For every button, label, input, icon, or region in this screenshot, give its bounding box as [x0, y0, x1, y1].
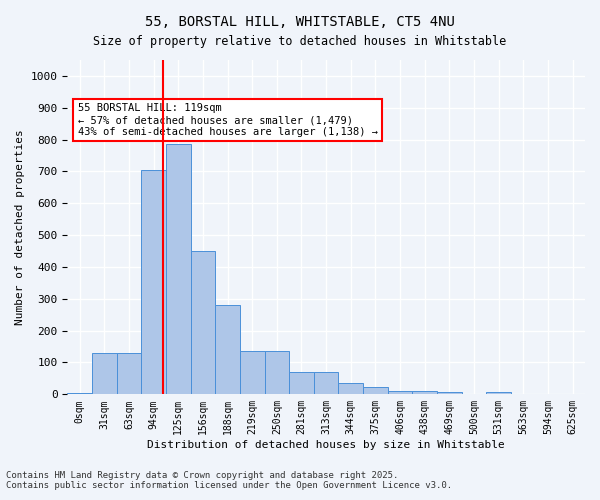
Bar: [141, 170, 166, 394]
Bar: [67, 392, 92, 394]
Bar: [437, 392, 462, 394]
Y-axis label: Number of detached properties: Number of detached properties: [15, 130, 25, 325]
Bar: [116, 353, 141, 395]
Bar: [191, 251, 215, 394]
Bar: [240, 352, 265, 395]
Bar: [487, 392, 511, 394]
X-axis label: Distribution of detached houses by size in Whitstable: Distribution of detached houses by size …: [147, 440, 505, 450]
Bar: [412, 390, 437, 394]
Bar: [92, 353, 116, 395]
Text: 55, BORSTAL HILL, WHITSTABLE, CT5 4NU: 55, BORSTAL HILL, WHITSTABLE, CT5 4NU: [145, 15, 455, 29]
Bar: [289, 372, 314, 394]
Text: 55 BORSTAL HILL: 119sqm
← 57% of detached houses are smaller (1,479)
43% of semi: 55 BORSTAL HILL: 119sqm ← 57% of detache…: [77, 104, 377, 136]
Bar: [215, 305, 240, 394]
Bar: [363, 388, 388, 394]
Bar: [314, 372, 338, 394]
Bar: [388, 390, 412, 394]
Text: Size of property relative to detached houses in Whitstable: Size of property relative to detached ho…: [94, 35, 506, 48]
Bar: [265, 352, 289, 395]
Text: Contains HM Land Registry data © Crown copyright and database right 2025.
Contai: Contains HM Land Registry data © Crown c…: [6, 470, 452, 490]
Bar: [338, 383, 363, 394]
Bar: [166, 144, 191, 394]
